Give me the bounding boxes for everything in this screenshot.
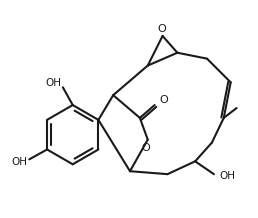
- Text: O: O: [160, 95, 168, 105]
- Text: O: O: [157, 24, 166, 34]
- Text: OH: OH: [220, 171, 236, 181]
- Text: OH: OH: [11, 157, 27, 167]
- Text: O: O: [141, 143, 150, 153]
- Text: OH: OH: [45, 78, 61, 88]
